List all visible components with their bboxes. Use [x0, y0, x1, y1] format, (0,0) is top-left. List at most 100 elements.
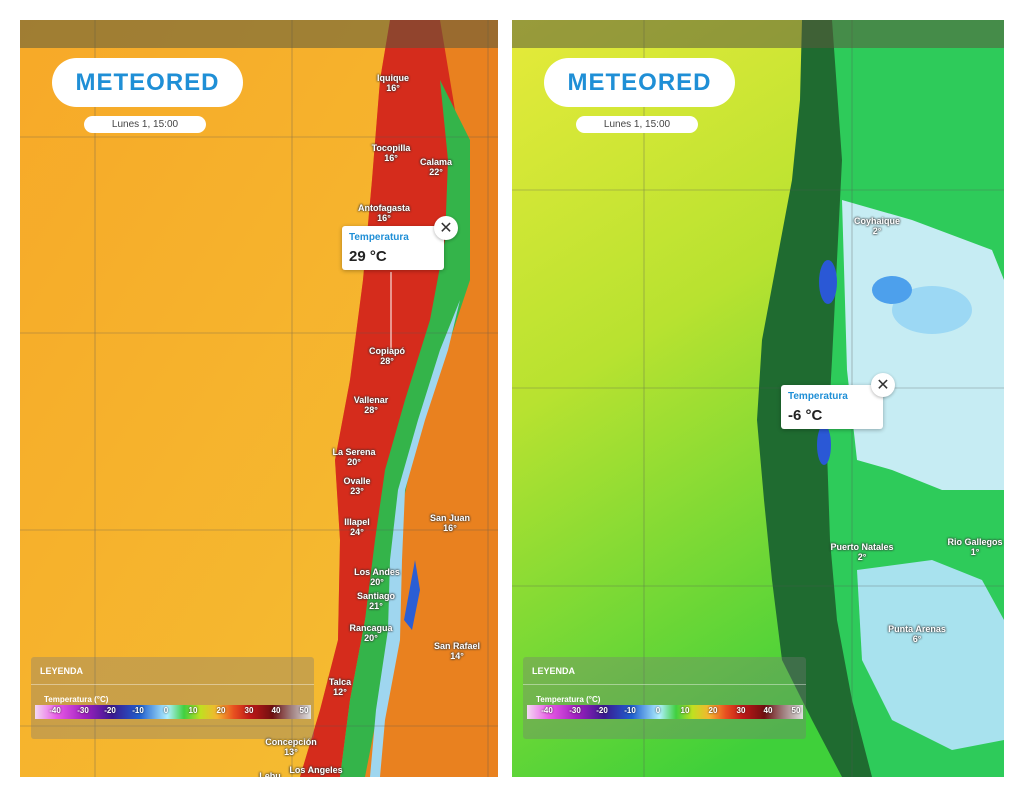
city-label: Los Angeles [289, 765, 342, 775]
city-label: Concepción 13° [265, 737, 317, 757]
map-panel[interactable]: METEORED Lunes 1, 15:00 Coyhaique 2° Puerto … [512, 20, 1004, 777]
city-label: Iquique 16° [377, 73, 409, 93]
legend: LEYENDA Temperatura (°C) -40 -30 -20 -10 0 10 20… [523, 657, 806, 739]
scale-label: 0 [163, 706, 169, 715]
legend-subtitle: Temperatura (°C) [44, 695, 109, 704]
legend-subtitle: Temperatura (°C) [536, 695, 601, 704]
city-label: Puerto Natales 2° [830, 542, 893, 562]
city-temp: 16° [443, 523, 457, 533]
popup-title: Temperatura [349, 232, 409, 243]
legend-title: LEYENDA [40, 666, 84, 676]
city-name: San Rafael [433, 641, 481, 651]
scale-label: -20 [596, 706, 608, 715]
city-label: Los Andes 20° [354, 567, 400, 587]
city-name: Talca [328, 677, 352, 687]
scale-label: 50 [791, 706, 801, 715]
top-bar [512, 20, 1004, 48]
popup-value: -6 °C [788, 407, 823, 424]
city-name: Rio Gallegos [947, 537, 1003, 547]
scale-label: -30 [569, 706, 581, 715]
city-name: Los Angeles [289, 765, 343, 775]
popup-title: Temperatura [788, 391, 848, 402]
city-label: Calama 22° [420, 157, 452, 177]
close-button[interactable]: ✕ [434, 216, 458, 240]
scale-label: 40 [271, 706, 281, 715]
city-label: Talca 12° [329, 677, 351, 697]
color-scale: -40 -30 -20 -10 0 10 20 30 40 50 [527, 705, 803, 719]
city-temp: 16° [384, 153, 398, 163]
city-label: Copiapó 28° [369, 346, 405, 366]
city-temp: 22° [429, 167, 443, 177]
scale-label: -10 [132, 706, 144, 715]
scale-label: -30 [77, 706, 89, 715]
city-label: Tocopilla 16° [372, 143, 411, 163]
top-bar [20, 20, 498, 48]
map-background [512, 20, 1004, 777]
city-name: Copiapó [369, 346, 405, 356]
legend-title: LEYENDA [532, 666, 576, 676]
scale-label: -10 [624, 706, 636, 715]
city-label: Santiago 21° [357, 591, 395, 611]
city-name: San Juan [429, 513, 471, 523]
city-name: Puerto Natales [830, 542, 894, 552]
city-temp: 6° [912, 634, 922, 644]
legend: LEYENDA Temperatura (°C) -40 -30 -20 -10 0 10 20… [31, 657, 314, 739]
city-name: Rancagua [349, 623, 393, 633]
city-name: Coyhaique [853, 216, 901, 226]
city-name: Vallenar [353, 395, 389, 405]
city-temp: 1° [970, 547, 980, 557]
grid [20, 20, 498, 777]
scale-label: -40 [541, 706, 553, 715]
map-panel[interactable]: METEORED Lunes 1, 15:00 Iquique 16° Tocopill… [20, 20, 498, 777]
city-temp: 16° [377, 213, 391, 223]
city-label: Punta Arenas 6° [888, 624, 946, 644]
city-label: Rio Gallegos 1° [947, 537, 1002, 557]
city-name: Punta Arenas [888, 624, 946, 634]
city-label: Vallenar 28° [354, 395, 389, 415]
city-label: San Rafael 14° [434, 641, 480, 661]
city-temp: 20° [370, 577, 384, 587]
scale-label: -40 [49, 706, 61, 715]
city-label: Rancagua 20° [349, 623, 392, 643]
city-label: Lebu [259, 771, 281, 777]
city-name: La Serena [332, 447, 376, 457]
city-temp: 12° [333, 687, 347, 697]
city-label: Coyhaique 2° [854, 216, 900, 236]
popup: Temperatura 29 °C [342, 226, 444, 270]
city-temp: 24° [350, 527, 364, 537]
city-label: Ovalle 23° [343, 476, 370, 496]
scale-label: -20 [104, 706, 116, 715]
divider [523, 684, 806, 685]
scale-label: 20 [708, 706, 718, 715]
city-name: Calama [419, 157, 453, 167]
city-label: San Juan 16° [430, 513, 470, 533]
city-temp: 2° [872, 226, 882, 236]
city-name: Iquique [377, 73, 409, 83]
popup-value: 29 °C [349, 248, 387, 265]
city-name: Los Andes [354, 567, 400, 577]
scale-label: 30 [736, 706, 746, 715]
close-button[interactable]: ✕ [871, 373, 895, 397]
city-name: Ovalle [343, 476, 371, 486]
scale-label: 0 [655, 706, 661, 715]
city-temp: 20° [347, 457, 361, 467]
map-background [20, 20, 498, 777]
city-temp: 28° [380, 356, 394, 366]
scale-label: 20 [216, 706, 226, 715]
city-name: Illapel [344, 517, 370, 527]
scale-label: 10 [680, 706, 690, 715]
city-name: Concepción [265, 737, 317, 747]
city-name: Santiago [356, 591, 396, 601]
date-label: Lunes 1, 15:00 [576, 116, 698, 133]
scale-label: 40 [763, 706, 773, 715]
scale-label: 50 [299, 706, 309, 715]
city-temp: 2° [857, 552, 867, 562]
city-label: Illapel 24° [344, 517, 370, 537]
color-scale: -40 -30 -20 -10 0 10 20 30 40 50 [35, 705, 311, 719]
city-name: Lebu [259, 771, 281, 777]
city-temp: 13° [284, 747, 298, 757]
logo: METEORED [52, 58, 243, 107]
divider [31, 684, 314, 685]
logo: METEORED [544, 58, 735, 107]
